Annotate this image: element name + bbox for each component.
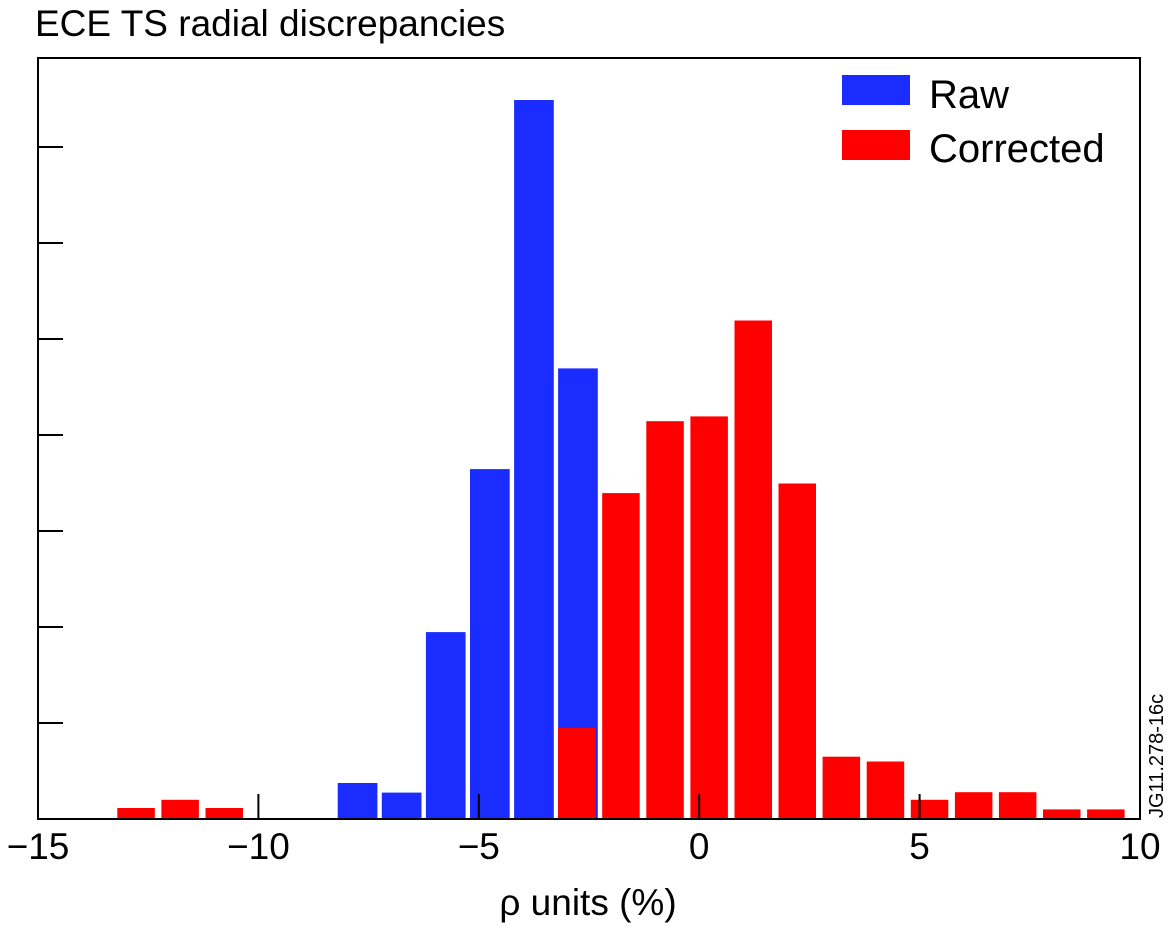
- legend-swatch-corrected: [842, 130, 910, 160]
- figure-code-annotation: JG11.278-16c: [1146, 694, 1168, 818]
- bar-corrected-1: [161, 799, 199, 819]
- x-tick-label-2: −5: [458, 826, 500, 867]
- x-tick-label-5: 10: [1119, 826, 1160, 867]
- x-tick-label-0: −15: [7, 826, 70, 867]
- x-ticks: −15 −10 −5 0 5 10: [7, 794, 1161, 867]
- x-tick-label-3: 0: [689, 826, 710, 867]
- x-tick-label-1: −10: [227, 826, 290, 867]
- bar-raw-2: [425, 632, 466, 819]
- bar-corrected-8: [778, 483, 816, 819]
- bar-corrected-2: [205, 808, 243, 819]
- bar-corrected-12: [954, 792, 993, 819]
- bar-corrected-6: [690, 416, 728, 819]
- bar-raw-3: [470, 469, 510, 819]
- bar-corrected-11: [910, 799, 949, 819]
- bar-corrected-3: [558, 727, 596, 819]
- legend-swatch-raw: [842, 75, 910, 105]
- y-ticks: [38, 146, 63, 724]
- bar-corrected-15: [1087, 809, 1125, 819]
- bars-group: [117, 100, 1125, 819]
- bar-corrected-14: [1043, 809, 1081, 819]
- bar-corrected-13: [998, 792, 1037, 819]
- bar-corrected-9: [822, 756, 861, 819]
- x-tick-label-4: 5: [909, 826, 930, 867]
- plot-frame: [37, 57, 1141, 820]
- bar-corrected-5: [646, 421, 684, 819]
- bar-raw-0: [337, 783, 378, 819]
- bar-corrected-0: [117, 808, 155, 819]
- legend: Raw Corrected: [842, 73, 1105, 171]
- bar-corrected-4: [602, 493, 640, 819]
- bar-corrected-7: [734, 320, 772, 819]
- legend-label-corrected: Corrected: [929, 127, 1105, 171]
- x-axis-label: ρ units (%): [499, 882, 676, 923]
- legend-label-raw: Raw: [929, 73, 1009, 117]
- bar-raw-1: [381, 792, 422, 819]
- bar-raw-4: [514, 100, 554, 819]
- bar-corrected-10: [866, 761, 905, 819]
- chart-title: ECE TS radial discrepancies: [35, 3, 505, 44]
